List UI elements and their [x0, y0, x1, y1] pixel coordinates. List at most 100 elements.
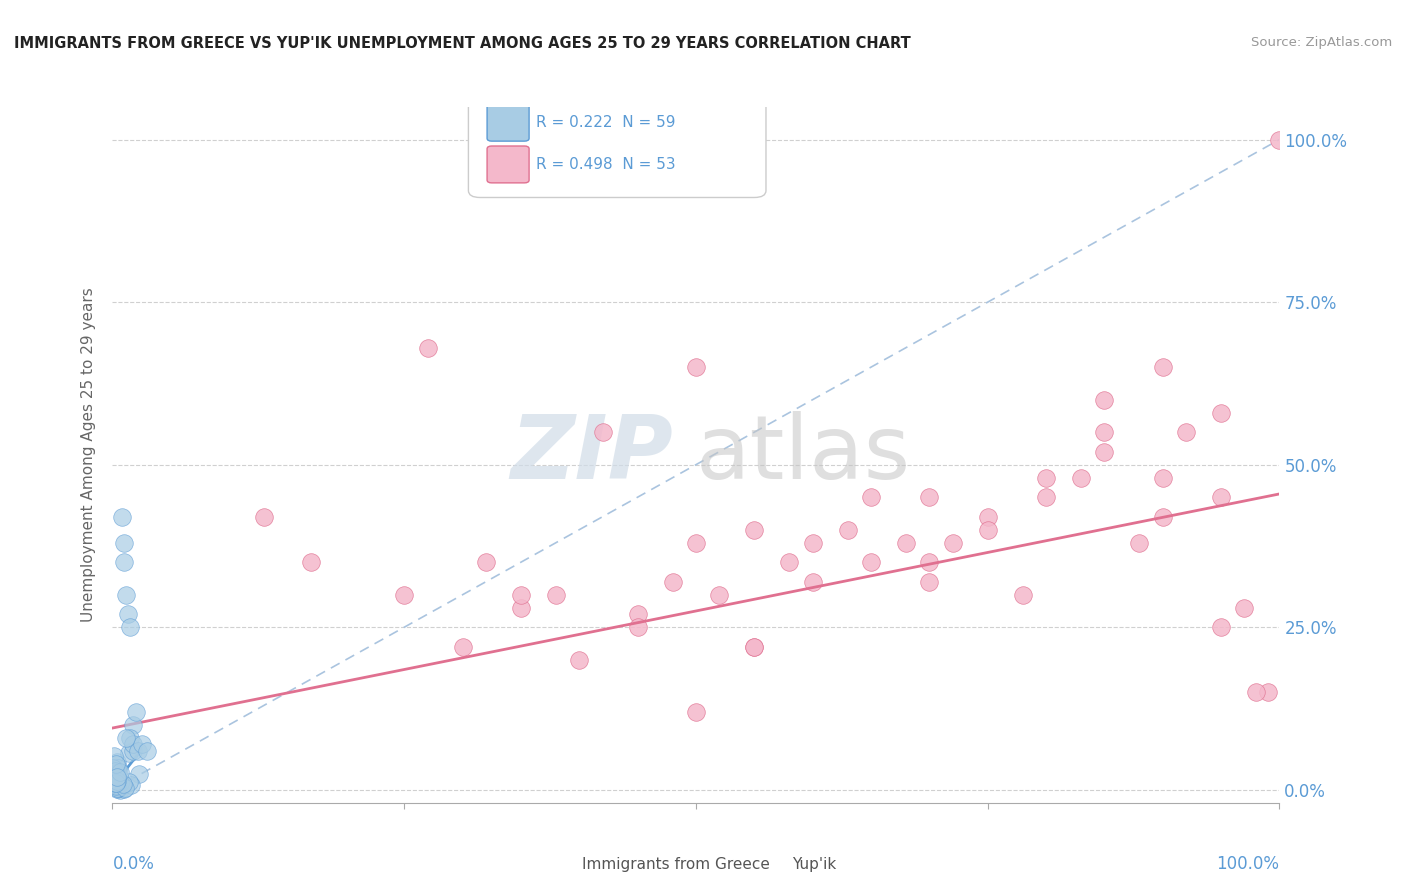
Point	[1094, 392, 1116, 407]
Text: Immigrants from Greece: Immigrants from Greece	[582, 856, 769, 871]
FancyBboxPatch shape	[486, 104, 529, 141]
Point	[685, 535, 707, 549]
Point	[128, 767, 150, 781]
Point	[1035, 490, 1057, 504]
Point	[976, 523, 998, 537]
Point	[253, 509, 276, 524]
Point	[114, 780, 136, 795]
Point	[105, 780, 128, 795]
Point	[918, 490, 941, 504]
Point	[101, 774, 124, 789]
Point	[105, 778, 128, 792]
Point	[104, 764, 127, 779]
Point	[107, 776, 129, 790]
Point	[299, 555, 322, 569]
Point	[801, 535, 824, 549]
Point	[111, 776, 134, 790]
Point	[122, 718, 145, 732]
Point	[112, 555, 135, 569]
Point	[918, 555, 941, 569]
Point	[105, 755, 128, 769]
Text: R = 0.498  N = 53: R = 0.498 N = 53	[536, 157, 676, 171]
Point	[104, 768, 127, 782]
Point	[918, 574, 941, 589]
FancyBboxPatch shape	[756, 848, 789, 880]
Point	[105, 782, 128, 797]
Point	[118, 747, 141, 761]
Point	[1257, 685, 1279, 699]
Point	[801, 574, 824, 589]
Point	[131, 737, 153, 751]
Point	[685, 705, 707, 719]
Point	[118, 731, 141, 745]
Point	[122, 743, 145, 757]
Point	[104, 778, 127, 792]
Point	[1209, 490, 1232, 504]
FancyBboxPatch shape	[486, 146, 529, 183]
Point	[1175, 425, 1198, 439]
Point	[416, 341, 439, 355]
Point	[661, 574, 683, 589]
FancyBboxPatch shape	[468, 90, 766, 197]
Point	[112, 776, 135, 790]
Point	[394, 588, 416, 602]
Text: 100.0%: 100.0%	[1216, 855, 1279, 873]
Point	[110, 782, 132, 797]
Point	[115, 731, 138, 745]
Point	[101, 768, 124, 782]
Point	[1209, 406, 1232, 420]
Point	[1070, 471, 1092, 485]
Point	[105, 767, 128, 781]
Point	[1233, 600, 1256, 615]
Point	[101, 771, 124, 785]
Point	[110, 780, 132, 795]
Point	[104, 757, 127, 772]
Text: Source: ZipAtlas.com: Source: ZipAtlas.com	[1251, 36, 1392, 49]
Point	[103, 775, 125, 789]
Point	[107, 761, 129, 775]
Point	[105, 776, 128, 790]
Point	[122, 737, 145, 751]
Point	[101, 772, 124, 787]
Point	[1244, 685, 1267, 699]
Text: R = 0.222  N = 59: R = 0.222 N = 59	[536, 115, 676, 130]
Point	[894, 535, 917, 549]
Point	[112, 535, 135, 549]
Point	[118, 775, 141, 789]
Point	[111, 779, 134, 793]
Point	[685, 360, 707, 375]
Point	[778, 555, 800, 569]
Point	[118, 620, 141, 634]
Point	[112, 781, 135, 796]
Point	[1128, 535, 1150, 549]
Point	[104, 774, 127, 789]
Point	[1094, 425, 1116, 439]
Text: Yup'ik: Yup'ik	[792, 856, 837, 871]
Point	[108, 780, 131, 794]
Point	[104, 779, 127, 793]
Point	[744, 640, 766, 654]
Point	[568, 653, 591, 667]
Point	[125, 705, 148, 719]
Point	[709, 588, 731, 602]
Point	[1268, 132, 1291, 146]
Point	[115, 588, 138, 602]
Point	[105, 770, 128, 784]
Point	[475, 555, 498, 569]
Point	[120, 779, 142, 793]
Point	[1035, 471, 1057, 485]
Point	[104, 776, 127, 790]
Point	[1152, 360, 1174, 375]
Text: IMMIGRANTS FROM GREECE VS YUP'IK UNEMPLOYMENT AMONG AGES 25 TO 29 YEARS CORRELAT: IMMIGRANTS FROM GREECE VS YUP'IK UNEMPLO…	[14, 36, 911, 51]
Point	[103, 761, 125, 775]
Point	[107, 765, 129, 780]
Point	[107, 781, 129, 796]
Point	[104, 769, 127, 783]
FancyBboxPatch shape	[547, 848, 579, 880]
Point	[110, 775, 132, 789]
Point	[1209, 620, 1232, 634]
Point	[451, 640, 474, 654]
Point	[1152, 471, 1174, 485]
Point	[509, 600, 531, 615]
Point	[1011, 588, 1033, 602]
